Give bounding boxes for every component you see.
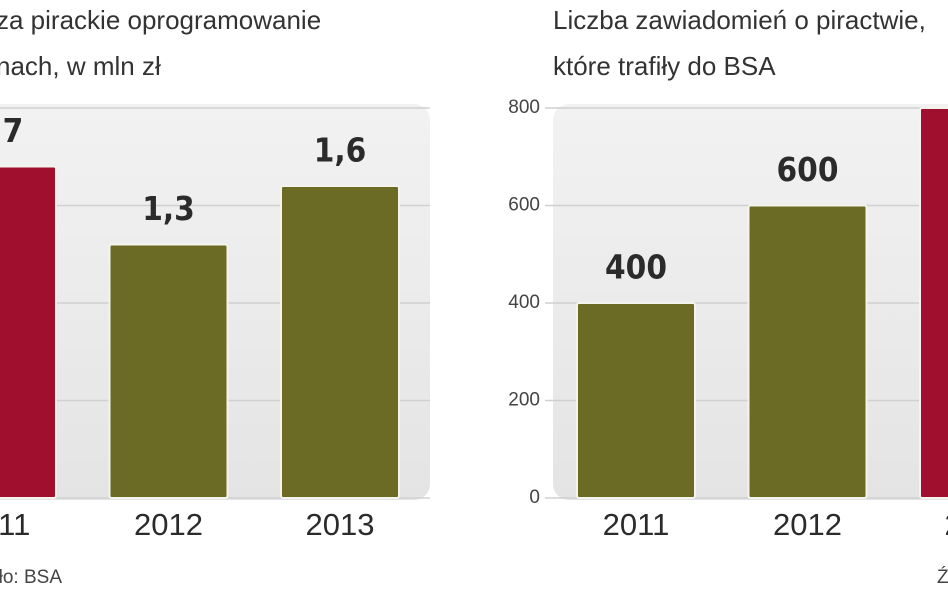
chart-title: nach, w mln zł (0, 51, 161, 81)
bar (747, 204, 868, 499)
bar (0, 165, 57, 499)
value-label: 1,7 (0, 111, 23, 150)
x-tick-label: 2012 (773, 507, 842, 542)
x-tick-label: 2012 (134, 507, 203, 542)
value-label: 600 (777, 150, 839, 189)
chart-title: Liczba zawiadomień o piractwie, (553, 5, 926, 35)
chart-title: które trafiły do BSA (553, 51, 776, 81)
bar (576, 302, 696, 499)
y-tick-label: 0 (529, 487, 540, 508)
value-label: 1,3 (142, 189, 195, 228)
y-tick-label: 600 (508, 195, 540, 216)
chart-title: za pirackie oprogramowanie (0, 5, 321, 35)
value-label: 400 (605, 248, 667, 287)
bar (919, 107, 948, 499)
y-tick-label: 800 (508, 97, 540, 118)
source: Źródło: BSA (937, 567, 948, 588)
x-tick-label: 2013 (945, 507, 948, 542)
value-label: 1,6 (314, 131, 367, 170)
x-tick-label: 2011 (603, 507, 670, 542)
y-tick-label: 200 (508, 390, 540, 411)
bar (280, 185, 400, 499)
x-tick-label: 2013 (306, 507, 375, 542)
source: Źródło: BSA (0, 567, 62, 588)
y-tick-label: 400 (508, 292, 540, 313)
bar (108, 243, 229, 499)
x-tick-label: 2011 (0, 507, 30, 542)
